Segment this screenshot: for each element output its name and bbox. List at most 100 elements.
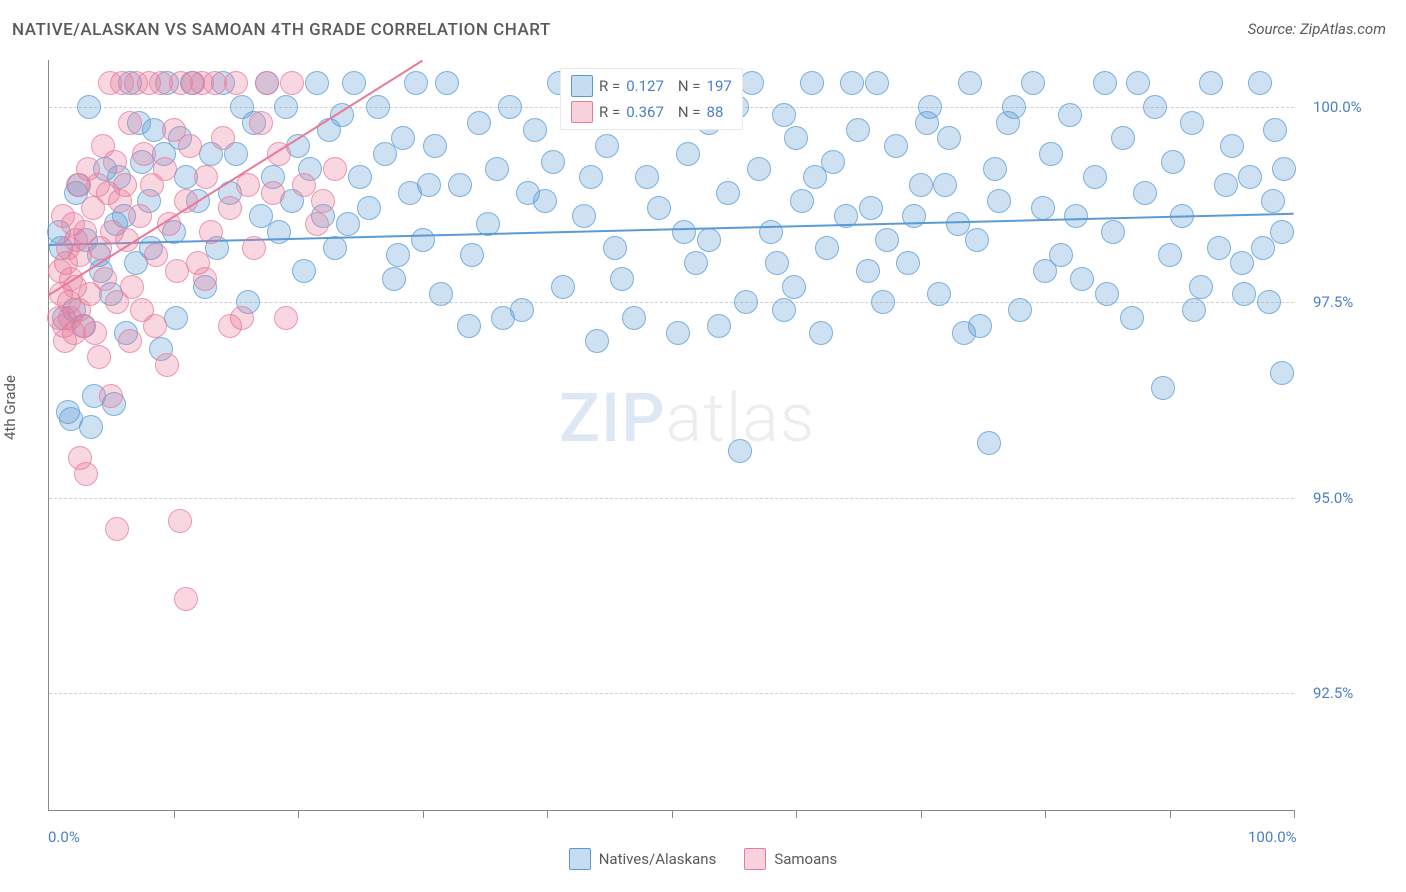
chart-container: NATIVE/ALASKAN VS SAMOAN 4TH GRADE CORRE… bbox=[0, 0, 1406, 892]
data-point bbox=[467, 111, 491, 135]
r-value: 0.127 bbox=[626, 77, 664, 95]
data-point bbox=[1270, 220, 1294, 244]
data-point bbox=[194, 165, 218, 189]
data-point bbox=[1189, 275, 1213, 299]
data-point bbox=[1002, 95, 1026, 119]
data-point bbox=[153, 157, 177, 181]
data-point bbox=[1070, 267, 1094, 291]
data-point bbox=[168, 509, 192, 533]
legend-swatch bbox=[744, 848, 766, 870]
data-point bbox=[603, 236, 627, 260]
data-point bbox=[457, 314, 481, 338]
data-point bbox=[218, 196, 242, 220]
x-axis-left-label: 0.0% bbox=[48, 828, 80, 846]
data-point bbox=[840, 71, 864, 95]
data-point bbox=[937, 126, 961, 150]
x-tick bbox=[672, 810, 673, 818]
x-axis-right-label: 100.0% bbox=[1248, 828, 1297, 846]
data-point bbox=[1120, 306, 1144, 330]
data-point bbox=[821, 150, 845, 174]
data-point bbox=[1008, 298, 1032, 322]
data-point bbox=[933, 173, 957, 197]
data-point bbox=[99, 384, 123, 408]
data-point bbox=[983, 157, 1007, 181]
data-point bbox=[435, 71, 459, 95]
x-tick bbox=[1045, 810, 1046, 818]
data-point bbox=[1261, 189, 1285, 213]
data-point bbox=[859, 196, 883, 220]
data-point bbox=[1093, 71, 1117, 95]
data-point bbox=[1058, 103, 1082, 127]
data-point bbox=[103, 150, 127, 174]
data-point bbox=[782, 275, 806, 299]
x-tick bbox=[174, 810, 175, 818]
data-point bbox=[666, 321, 690, 345]
chart-title: NATIVE/ALASKAN VS SAMOAN 4TH GRADE CORRE… bbox=[12, 20, 551, 40]
data-point bbox=[491, 306, 515, 330]
data-point bbox=[77, 95, 101, 119]
y-tick-label: 100.0% bbox=[1313, 98, 1362, 116]
data-point bbox=[460, 243, 484, 267]
x-tick bbox=[921, 810, 922, 818]
gridline bbox=[49, 693, 1294, 694]
data-point bbox=[417, 173, 441, 197]
data-point bbox=[429, 282, 453, 306]
data-point bbox=[635, 165, 659, 189]
data-point bbox=[1199, 71, 1223, 95]
data-point bbox=[915, 111, 939, 135]
data-point bbox=[875, 228, 899, 252]
legend-label: Natives/Alaskans bbox=[599, 850, 717, 868]
gridline bbox=[49, 498, 1294, 499]
n-value: 197 bbox=[707, 77, 732, 95]
data-point bbox=[280, 71, 304, 95]
data-point bbox=[118, 111, 142, 135]
source-label: Source: ZipAtlas.com bbox=[1248, 20, 1386, 38]
data-point bbox=[1230, 251, 1254, 275]
data-point bbox=[958, 71, 982, 95]
data-point bbox=[255, 71, 279, 95]
data-point bbox=[224, 71, 248, 95]
data-point bbox=[1064, 204, 1088, 228]
data-point bbox=[647, 196, 671, 220]
data-point bbox=[1021, 71, 1045, 95]
data-point bbox=[728, 439, 752, 463]
data-point bbox=[305, 212, 329, 236]
data-point bbox=[884, 134, 908, 158]
data-point bbox=[249, 111, 273, 135]
x-tick bbox=[298, 810, 299, 818]
x-tick bbox=[796, 810, 797, 818]
data-point bbox=[274, 306, 298, 330]
data-point bbox=[1257, 290, 1281, 314]
data-point bbox=[815, 236, 839, 260]
data-point bbox=[485, 157, 509, 181]
data-point bbox=[1232, 282, 1256, 306]
data-point bbox=[740, 71, 764, 95]
data-point bbox=[987, 189, 1011, 213]
data-point bbox=[1143, 95, 1167, 119]
data-point bbox=[93, 267, 117, 291]
data-point bbox=[242, 236, 266, 260]
data-point bbox=[174, 587, 198, 611]
data-point bbox=[1151, 376, 1175, 400]
data-point bbox=[261, 181, 285, 205]
data-point bbox=[348, 165, 372, 189]
r-value: 0.367 bbox=[626, 103, 664, 121]
data-point bbox=[305, 71, 329, 95]
legend-stats-row: R =0.127N =197 bbox=[571, 73, 732, 99]
data-point bbox=[1031, 196, 1055, 220]
data-point bbox=[144, 243, 168, 267]
data-point bbox=[523, 118, 547, 142]
data-point bbox=[1214, 173, 1238, 197]
data-point bbox=[342, 71, 366, 95]
data-point bbox=[83, 321, 107, 345]
data-point bbox=[1272, 157, 1296, 181]
data-point bbox=[871, 290, 895, 314]
data-point bbox=[856, 259, 880, 283]
r-label: R = bbox=[599, 103, 620, 121]
data-point bbox=[311, 189, 335, 213]
data-point bbox=[541, 150, 565, 174]
data-point bbox=[382, 267, 406, 291]
legend-stats-row: R =0.367N =88 bbox=[571, 99, 732, 125]
data-point bbox=[846, 118, 870, 142]
n-label: N = bbox=[678, 77, 701, 95]
